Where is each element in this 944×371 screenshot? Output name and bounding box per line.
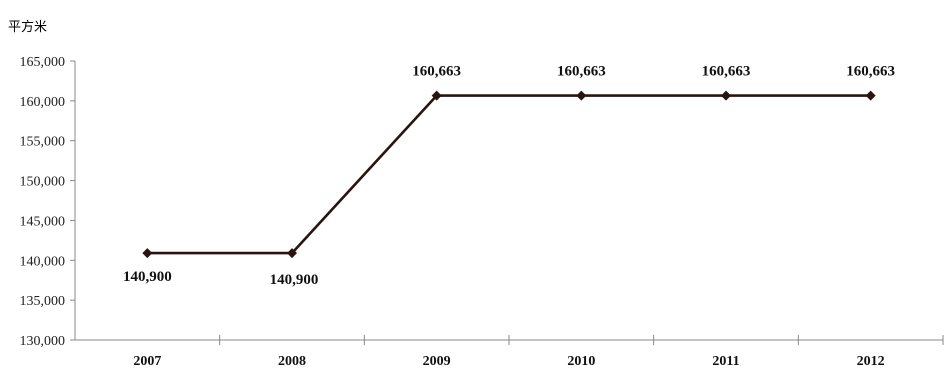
data-point-marker xyxy=(865,90,876,101)
y-tick-label: 150,000 xyxy=(20,175,66,190)
y-tick-label: 135,000 xyxy=(20,294,66,309)
y-tick-label: 165,000 xyxy=(20,55,66,70)
data-label: 140,900 xyxy=(270,272,319,288)
x-tick-label: 2012 xyxy=(857,354,885,369)
data-point-marker xyxy=(287,248,297,259)
y-tick-label: 140,000 xyxy=(20,254,66,269)
x-tick-label: 2008 xyxy=(278,354,306,369)
data-point-marker xyxy=(431,90,442,101)
x-tick-label: 2007 xyxy=(133,354,161,369)
x-axis: 2007 2008 2009 2010 2011 2012 xyxy=(75,335,944,369)
series-group xyxy=(142,90,876,259)
data-label: 160,663 xyxy=(557,64,606,80)
data-point-marker xyxy=(721,90,731,101)
data-label: 160,663 xyxy=(846,64,895,80)
y-axis: 130,000 135,000 140,000 145,000 150,000 155,0… xyxy=(20,55,76,349)
data-point-marker xyxy=(142,248,153,259)
data-label: 160,663 xyxy=(412,64,461,80)
data-label: 140,900 xyxy=(123,269,172,285)
y-tick-label: 130,000 xyxy=(20,334,66,349)
x-tick-label: 2010 xyxy=(567,354,595,369)
y-tick-label: 160,000 xyxy=(20,95,66,110)
series-line xyxy=(147,94,871,255)
data-label: 160,663 xyxy=(702,64,751,80)
y-tick-label: 145,000 xyxy=(20,214,66,229)
y-tick-label: 155,000 xyxy=(20,135,66,150)
data-point-marker xyxy=(576,90,587,101)
y-unit-label: 平方米 xyxy=(8,19,47,35)
x-tick-label: 2009 xyxy=(423,354,451,369)
data-labels-group: 140,900 140,900 160,663 160,663 160,663 160,6… xyxy=(123,64,895,289)
x-tick-label: 2011 xyxy=(712,354,739,369)
